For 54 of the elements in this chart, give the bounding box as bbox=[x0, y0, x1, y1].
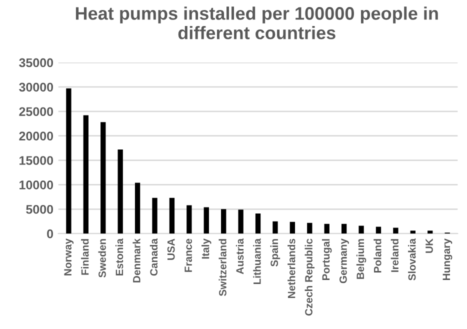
x-tick-label: Netherlands bbox=[288, 238, 296, 298]
bar bbox=[358, 226, 364, 234]
bar bbox=[238, 210, 244, 234]
x-tick-label: Germany bbox=[339, 238, 349, 284]
bar bbox=[307, 222, 312, 234]
x-tick-label: Lithuania bbox=[253, 238, 261, 284]
bar bbox=[255, 214, 261, 234]
y-tick-label: 20000 bbox=[19, 132, 54, 140]
x-tick-label: Czech Republic bbox=[304, 238, 315, 316]
bar bbox=[324, 224, 330, 234]
y-tick-label: 25000 bbox=[19, 107, 54, 116]
bar bbox=[152, 198, 158, 234]
bar bbox=[186, 205, 192, 234]
y-tick-label: 30000 bbox=[19, 82, 54, 92]
x-tick-label: Denmark bbox=[132, 238, 140, 282]
y-tick-label: 5000 bbox=[26, 204, 54, 214]
x-tick-label: Finland bbox=[81, 239, 89, 275]
x-tick-label: UK bbox=[426, 238, 433, 253]
bar bbox=[428, 230, 433, 234]
chart-title: Heat pumps installed per 100000 people in different countries bbox=[76, 6, 438, 40]
y-tick-label: 10000 bbox=[20, 180, 54, 190]
x-tick-label: Hungary bbox=[442, 238, 452, 280]
bar bbox=[100, 122, 106, 234]
x-tick-label: Norway bbox=[64, 238, 74, 276]
x-tick-label: Belgium bbox=[356, 239, 366, 279]
x-tick-label: Austria bbox=[236, 238, 244, 274]
x-tick-label: Ireland bbox=[390, 239, 398, 272]
bar bbox=[134, 182, 140, 234]
x-tick-label: Spain bbox=[270, 239, 280, 267]
x-tick-label: USA bbox=[167, 238, 175, 260]
bar bbox=[118, 150, 123, 234]
bar bbox=[410, 230, 416, 234]
x-tick-label: Slovakia bbox=[408, 238, 416, 280]
bar bbox=[169, 198, 175, 234]
bar bbox=[83, 115, 88, 234]
x-tick-label: Switzerland bbox=[218, 239, 226, 296]
bar bbox=[341, 224, 347, 234]
y-tick-label: 15000 bbox=[20, 156, 54, 165]
y-tick-label: 0 bbox=[47, 229, 53, 238]
bar bbox=[66, 88, 72, 234]
bar bbox=[393, 228, 398, 234]
bar bbox=[290, 222, 296, 234]
x-tick-label: Poland bbox=[374, 239, 382, 272]
bar bbox=[272, 221, 278, 234]
bar bbox=[221, 209, 226, 234]
y-tick-label: 35000 bbox=[19, 58, 54, 68]
x-tick-label: Sweden bbox=[98, 239, 106, 278]
x-tick-label: France bbox=[184, 238, 192, 272]
bar bbox=[376, 226, 382, 234]
x-tick-label: Italy bbox=[202, 238, 212, 259]
x-tick-label: Estonia bbox=[115, 238, 124, 276]
x-tick-label: Portugal bbox=[322, 239, 332, 280]
bar bbox=[204, 207, 209, 234]
x-tick-label: Canada bbox=[150, 238, 158, 276]
